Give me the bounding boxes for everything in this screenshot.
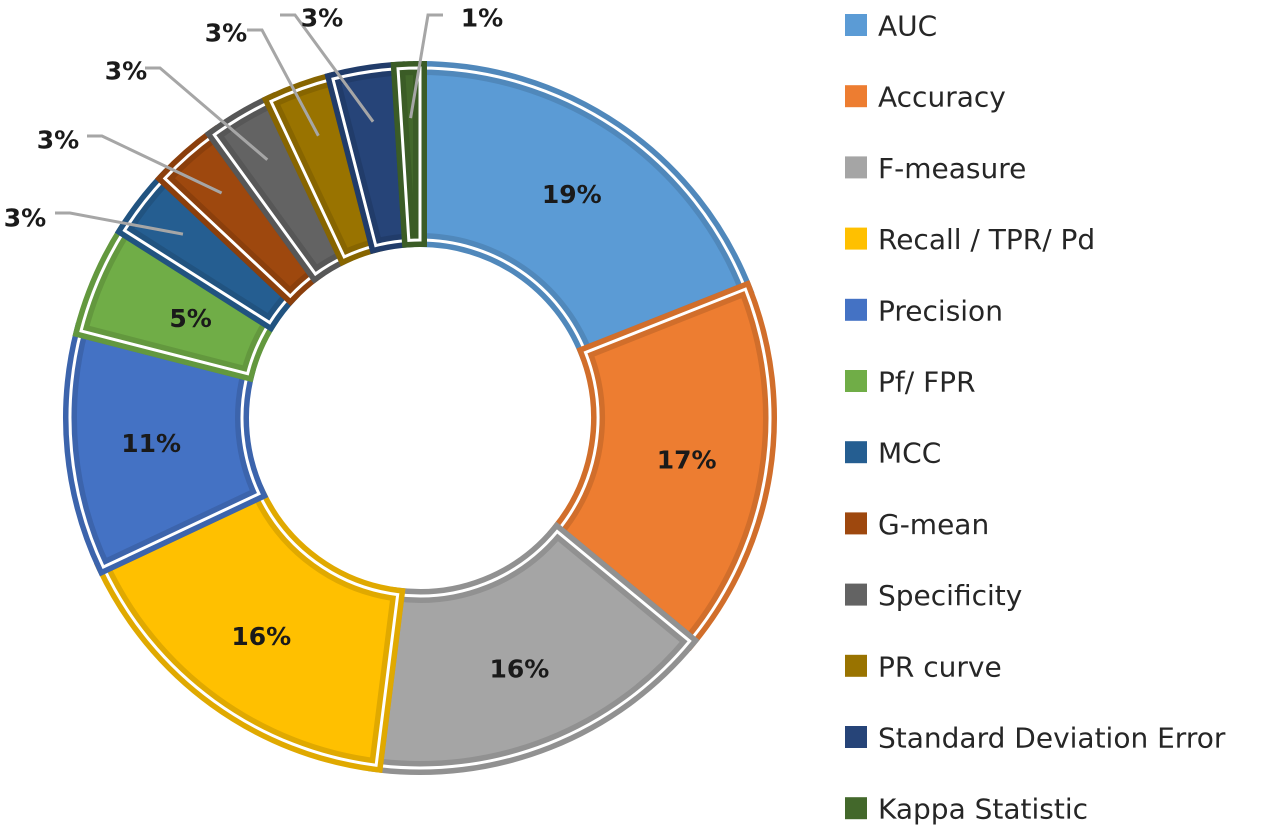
legend-label-standard-deviation-error: Standard Deviation Error	[878, 722, 1226, 755]
leader-line-mcc	[55, 211, 184, 236]
data-label-f-measure: 16%	[489, 655, 549, 684]
legend-swatch-accuracy	[845, 85, 867, 108]
legend-label-auc: AUC	[878, 10, 937, 43]
data-label-mcc: 3%	[4, 204, 46, 233]
legend-swatch-f-measure	[845, 156, 867, 179]
donut-slices	[63, 60, 777, 775]
legend-swatch-recall-tpr-pd	[845, 227, 867, 250]
data-label-auc: 19%	[542, 180, 602, 209]
leader-line-standard-deviation-error	[280, 13, 375, 123]
legend-label-precision: Precision	[878, 294, 1003, 327]
legend-swatch-standard-deviation-error	[845, 726, 867, 748]
data-label-kappa-statistic: 1%	[461, 4, 503, 33]
slice-separator-auc	[418, 66, 748, 355]
legend-label-g-mean: G-mean	[878, 508, 989, 541]
data-label-g-mean: 3%	[37, 126, 79, 155]
legend-label-specificity: Specificity	[878, 579, 1022, 612]
slice-labels: 19% 17% 16% 16% 11% 5% 3% 3% 3% 3% 3% 1%	[4, 4, 717, 684]
slice-separator-f-measure	[374, 529, 692, 770]
legend-label-pr-curve: PR curve	[878, 650, 1002, 683]
data-label-pf-fpr: 5%	[169, 304, 211, 333]
legend-label-accuracy: Accuracy	[878, 81, 1006, 114]
legend-swatch-auc	[845, 14, 867, 36]
slice-separator-recall-tpr-pd	[101, 491, 400, 767]
data-label-accuracy: 17%	[657, 446, 717, 475]
data-label-standard-deviation-error: 3%	[301, 4, 343, 33]
leader-lines	[55, 13, 443, 236]
legend-swatch-mcc	[845, 441, 867, 464]
data-label-pr-curve: 3%	[205, 19, 247, 48]
data-label-precision: 11%	[121, 429, 181, 458]
legend-label-kappa-statistic: Kappa Statistic	[878, 793, 1088, 826]
legend-label-recall-tpr-pd: Recall / TPR/ Pd	[878, 223, 1095, 256]
legend-swatch-pr-curve	[845, 654, 867, 677]
slice-kappa-statistic	[390, 60, 427, 248]
legend-swatch-kappa-statistic	[845, 797, 867, 820]
data-label-specificity: 3%	[105, 57, 147, 86]
leader-line-specificity	[145, 66, 269, 161]
legend: AUC Accuracy F-measure Recall / TPR/ Pd Prec…	[845, 10, 1226, 826]
leader-line-pr-curve	[247, 28, 320, 137]
legend-label-f-measure: F-measure	[878, 152, 1026, 185]
legend-swatch-precision	[845, 298, 867, 321]
leader-line-g-mean	[87, 134, 223, 195]
slice-separator-accuracy	[555, 287, 772, 644]
legend-label-mcc: MCC	[878, 437, 941, 470]
slice-separator-kappa-statistic	[396, 66, 422, 242]
legend-swatch-pf-fpr	[845, 370, 867, 392]
legend-label-pf-fpr: Pf/ FPR	[878, 366, 976, 399]
legend-swatch-g-mean	[845, 512, 867, 535]
leader-line-kappa-statistic	[409, 13, 443, 119]
data-label-recall-tpr-pd: 16%	[231, 622, 291, 651]
legend-swatch-specificity	[845, 583, 867, 606]
